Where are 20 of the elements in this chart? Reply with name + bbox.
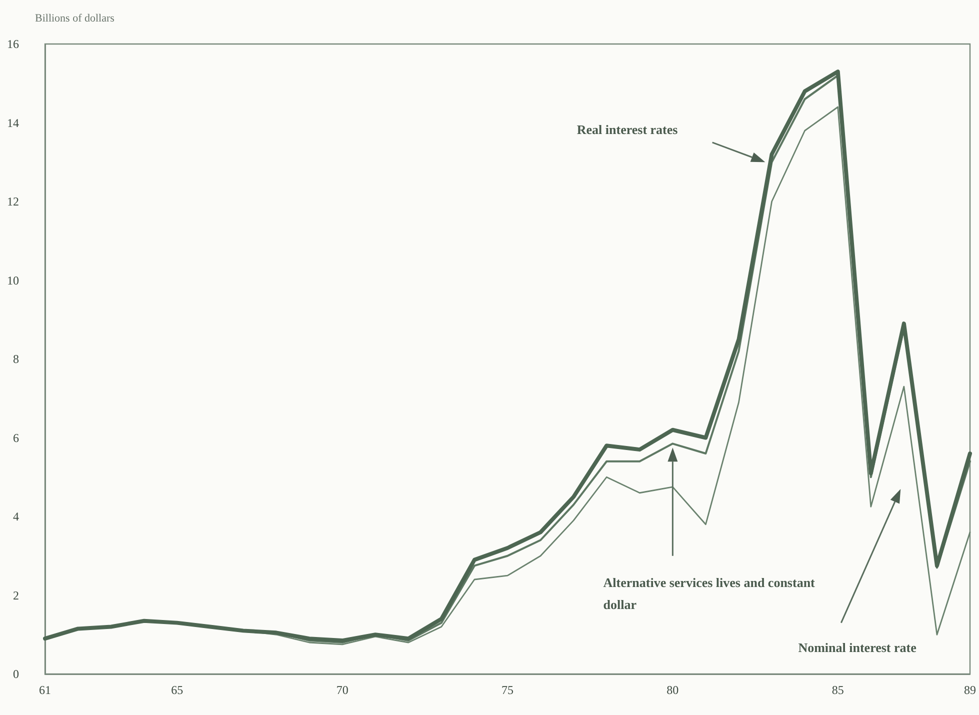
x-tick-label: 75 xyxy=(502,683,514,697)
x-tick-label: 89 xyxy=(964,683,976,697)
y-tick-label: 14 xyxy=(7,116,19,130)
y-tick-label: 12 xyxy=(7,194,19,208)
y-tick-label: 8 xyxy=(13,352,19,366)
annotation: Alternative services lives and constant dollar xyxy=(603,574,816,614)
x-tick-label: 85 xyxy=(832,683,844,697)
y-tick-label: 2 xyxy=(13,588,19,602)
x-tick-label: 65 xyxy=(171,683,184,697)
x-tick-label: 70 xyxy=(336,683,348,697)
annotation: Real interest rates xyxy=(576,120,679,139)
y-axis-title: Billions of dollars xyxy=(35,12,114,24)
y-tick-label: 16 xyxy=(7,37,19,51)
annotation: Nominal interest rate xyxy=(798,638,918,657)
y-tick-label: 0 xyxy=(13,667,19,681)
x-tick-label: 61 xyxy=(39,683,51,697)
x-tick-label: 80 xyxy=(666,683,679,697)
y-tick-label: 4 xyxy=(13,510,19,524)
y-tick-label: 10 xyxy=(7,273,19,288)
y-tick-label: 6 xyxy=(13,430,19,445)
